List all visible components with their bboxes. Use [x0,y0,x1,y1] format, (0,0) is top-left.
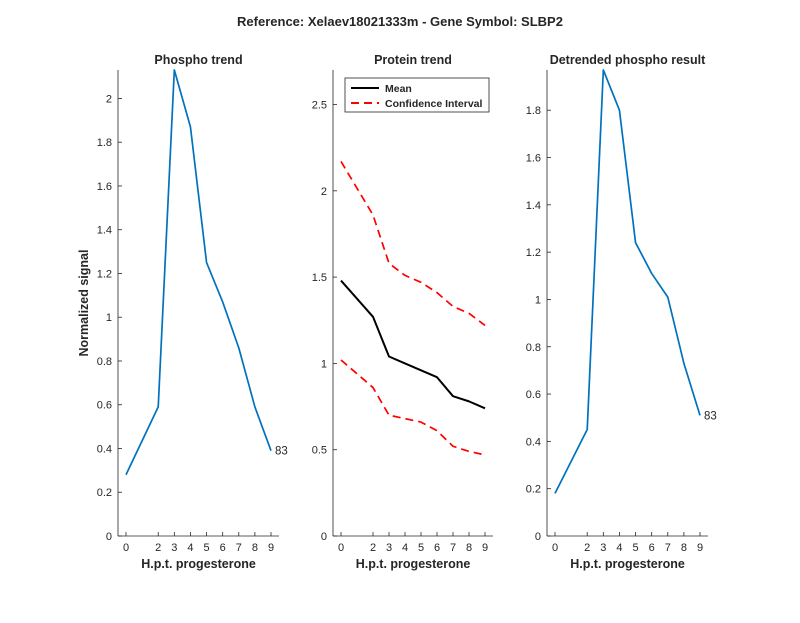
panel-1-x-tick-label: 7 [236,542,242,554]
panel-2-series-line-2 [340,161,486,327]
panel-2-x-tick-label: 0 [338,542,344,554]
panel-3-x-tick-label: 4 [616,542,622,554]
panel-3-y-tick-label: 0.6 [526,389,541,401]
panel-1-x-tick-label: 9 [268,542,274,554]
panel-1-title: Phospho trend [154,53,242,67]
panel-1-y-tick-label: 2 [106,93,112,105]
panel-1-x-tick-label: 5 [203,542,209,554]
panel-2-y-tick-label: 2 [321,186,327,198]
panel-3-x-tick-label: 3 [600,542,606,554]
panel-3-end-label: 83 [704,410,717,422]
panel-3-series-line-1 [554,69,701,494]
panel-2-x-tick-label: 3 [386,542,392,554]
panel-2-y-tick-label: 0.5 [312,445,327,457]
panel-2-legend-label-2: Confidence Interval [385,98,483,110]
panel-3-x-tick-label: 7 [665,542,671,554]
figure-title: Reference: Xelaev18021333m - Gene Symbol… [237,14,563,29]
panel-2-legend-box [344,77,490,113]
panel-2-x-tick-label: 4 [402,542,408,554]
panel-3-y-tick-label: 1.6 [526,153,541,165]
panel-2-series-line-1 [340,279,486,410]
panel-1-x-tick-label: 3 [171,542,177,554]
panel-2-title: Protein trend [374,53,452,67]
panel-2-y-tick-label: 1 [321,358,327,370]
panel-2-y-tick-label: 2.5 [312,100,327,112]
panel-2-x-tick-label: 2 [370,542,376,554]
panel-1-y-tick-label: 1.4 [97,225,112,237]
panel-2-x-tick-label: 7 [450,542,456,554]
panel-2-x-axis-label: H.p.t. progesterone [356,557,471,571]
panel-3-y-tick-label: 0.8 [526,342,541,354]
panel-1-x-tick-label: 8 [252,542,258,554]
panel-3-x-tick-label: 6 [649,542,655,554]
panel-1-x-tick-label: 6 [220,542,226,554]
panel-3-y-tick-label: 0.2 [526,484,541,496]
panel-3-x-tick-label: 8 [681,542,687,554]
panel-3-x-tick-label: 2 [584,542,590,554]
panel-2-series-line-3 [340,359,486,456]
panel-2-y-tick-label: 1.5 [312,272,327,284]
panel-1-y-tick-label: 1.6 [97,181,112,193]
panel-1-x-tick-label: 2 [155,542,161,554]
panel-1-y-tick-label: 0.6 [97,400,112,412]
panel-1-y-tick-label: 0.8 [97,356,112,368]
panel-2-x-tick-label: 9 [482,542,488,554]
panel-2-x-tick-label: 6 [434,542,440,554]
panel-3-y-tick-label: 1 [535,294,541,306]
panel-1-y-axis-label: Normalized signal [77,250,91,357]
panel-1-series-line-1 [125,69,272,476]
panel-1-y-tick-label: 1 [106,312,112,324]
panel-3-y-tick-label: 0 [535,531,541,543]
panel-1-x-axis-label: H.p.t. progesterone [141,557,256,571]
panel-3-x-axis-label: H.p.t. progesterone [570,557,685,571]
panel-2-y-tick-label: 0 [321,531,327,543]
panel-1-end-label: 83 [275,446,288,458]
panel-1-y-tick-label: 1.8 [97,137,112,149]
panel-1-x-tick-label: 0 [123,542,129,554]
panel-3-y-tick-label: 1.2 [526,247,541,259]
panel-3-y-tick-label: 0.4 [526,436,541,448]
panel-2-x-tick-label: 5 [418,542,424,554]
panel-1-x-tick-label: 4 [187,542,193,554]
panel-3-x-tick-label: 9 [697,542,703,554]
panel-3-y-tick-label: 1.8 [526,105,541,117]
panel-3-title: Detrended phospho result [550,53,706,67]
panel-1-y-tick-label: 0 [106,531,112,543]
panel-1-y-tick-label: 0.4 [97,443,112,455]
panel-1-y-tick-label: 1.2 [97,268,112,280]
panel-2-legend-label-1: Mean [385,83,412,95]
panel-1-y-tick-label: 0.2 [97,487,112,499]
panel-3-x-tick-label: 5 [632,542,638,554]
panel-2-x-tick-label: 8 [466,542,472,554]
panel-3-x-tick-label: 0 [552,542,558,554]
panel-3-y-tick-label: 1.4 [526,200,541,212]
